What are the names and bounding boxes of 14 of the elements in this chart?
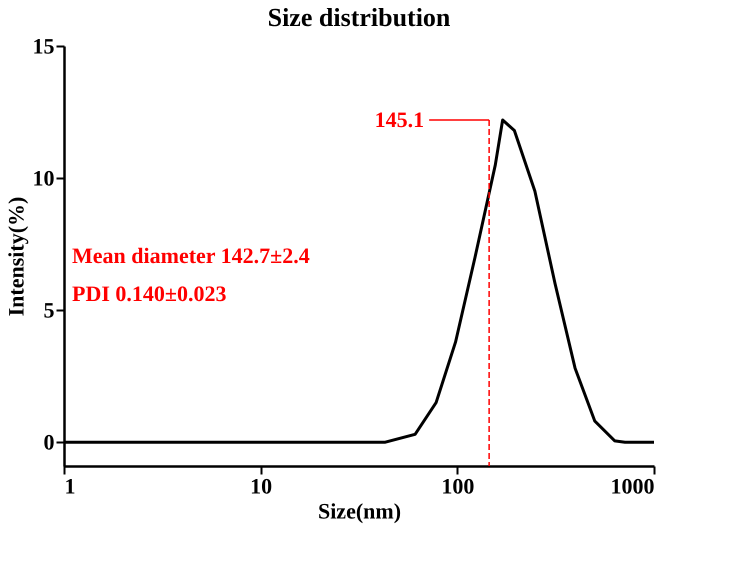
- x-tick-label: 1: [64, 474, 76, 498]
- x-tick-label: 1000: [610, 474, 654, 498]
- y-axis-title: Intensity(%): [4, 196, 28, 316]
- x-tick-label: 100: [441, 474, 474, 498]
- y-tick-label: 10: [32, 166, 54, 191]
- ref-line-label: 145.1: [374, 106, 424, 132]
- annotation: Mean diameter 142.7±2.4: [72, 243, 310, 268]
- chart-title: Size distribution: [268, 3, 451, 32]
- y-tick-label: 0: [44, 430, 54, 455]
- x-axis-title: Size(nm): [318, 498, 402, 524]
- y-tick-label: 15: [32, 34, 54, 58]
- annotation: PDI 0.140±0.023: [72, 281, 226, 306]
- y-tick-label: 5: [44, 298, 54, 323]
- x-tick-label: 10: [250, 474, 272, 498]
